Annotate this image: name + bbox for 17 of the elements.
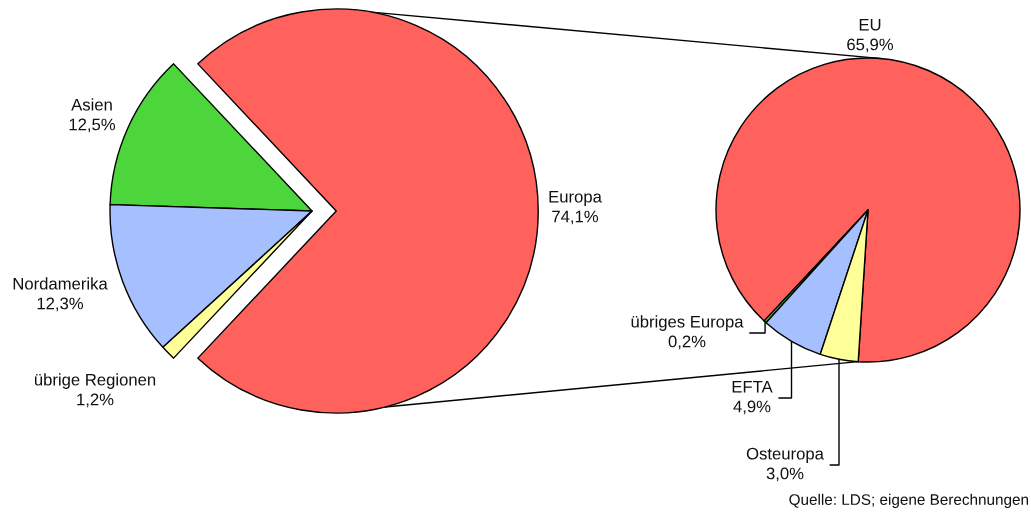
slice-label: Osteuropa	[746, 447, 824, 463]
slice-label: EU	[859, 18, 881, 31]
slice-label: Nordamerika	[13, 277, 108, 290]
data-label: 74,1%	[552, 210, 599, 225]
data-label: 65,9%	[847, 38, 894, 53]
data-label: 4,9%	[733, 400, 771, 415]
slice-label: EFTA	[732, 380, 773, 393]
data-label: 3,0%	[766, 467, 804, 482]
slice-label: Asien	[71, 98, 112, 111]
slice-label: Europa	[549, 190, 602, 206]
data-label: 12,5%	[69, 118, 116, 133]
data-label: 12,3%	[37, 297, 84, 312]
data-label: 1,2%	[77, 393, 114, 408]
slice-label: übrige Regionen	[34, 373, 156, 389]
data-label: 0,2%	[668, 335, 706, 350]
source-note: Quelle: LDS; eigene Berechnungen	[789, 493, 1029, 508]
slice-label: übriges Europa	[631, 315, 744, 331]
